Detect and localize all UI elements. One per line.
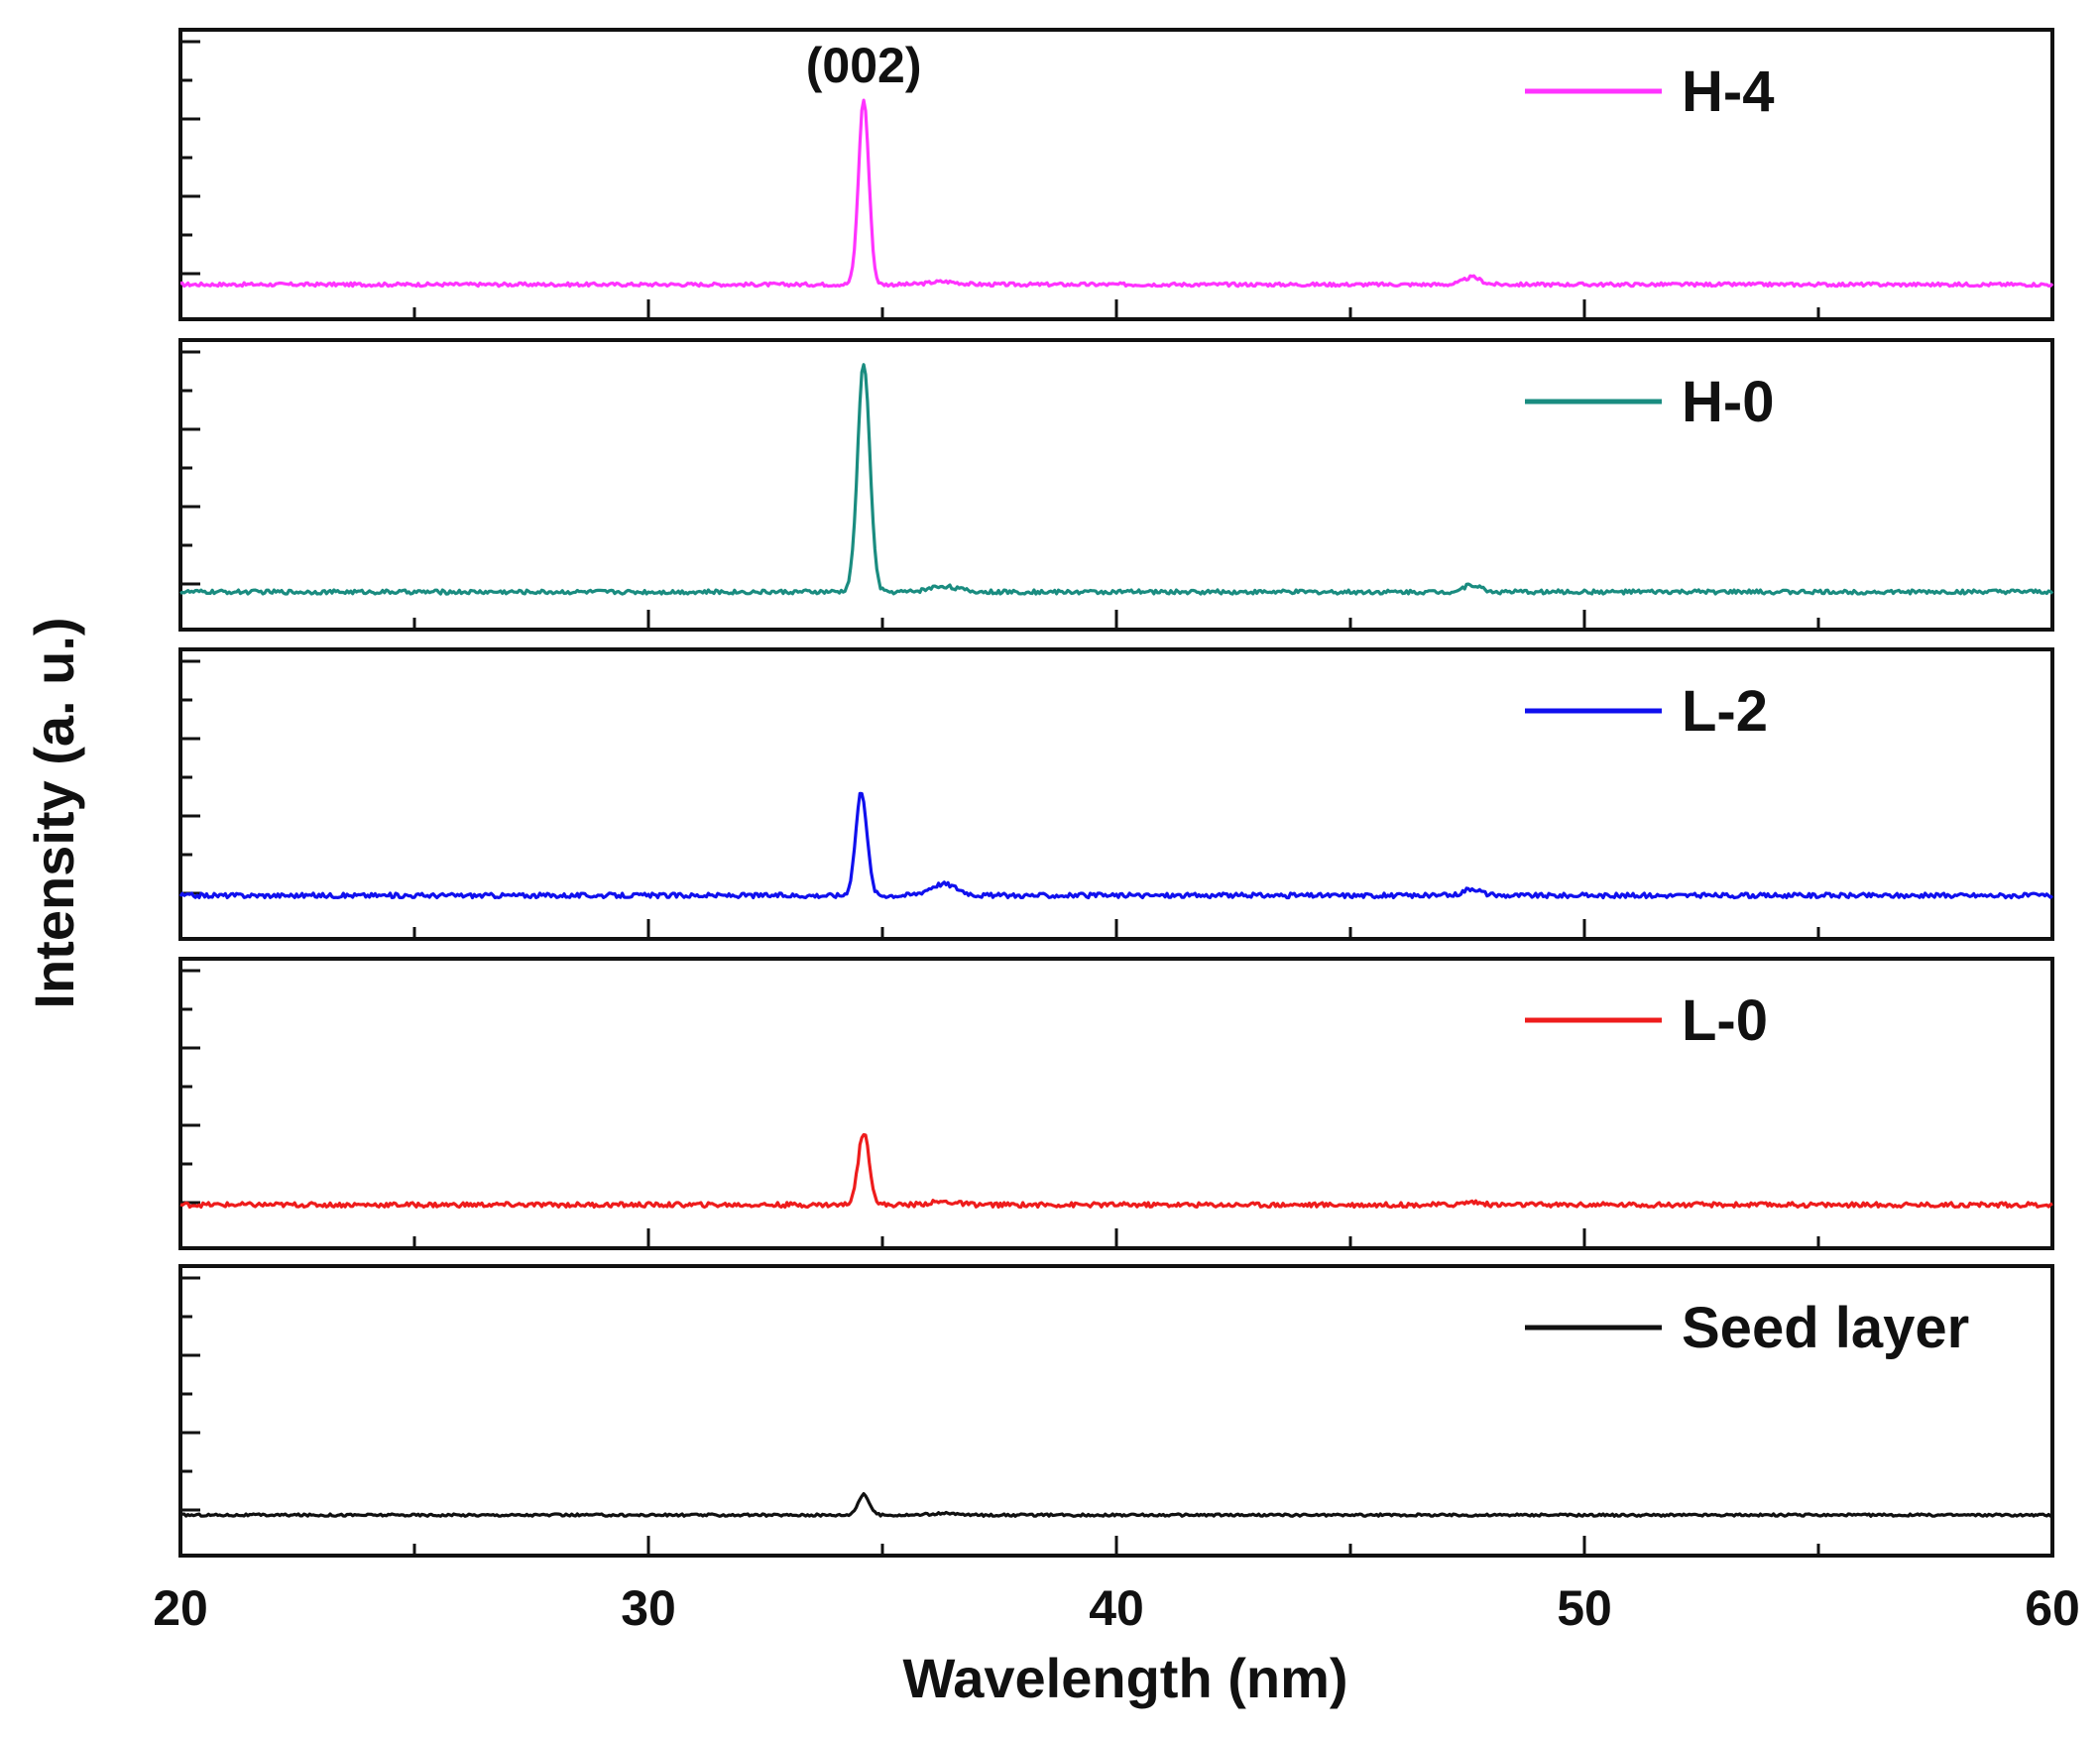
series-line-seed-layer — [179, 1492, 2053, 1518]
peak-annotation-002: (002) — [806, 38, 922, 93]
legend-label: L-2 — [1682, 679, 1768, 744]
x-tick-label: 60 — [2025, 1580, 2080, 1636]
series-line-l-0 — [179, 1132, 2053, 1210]
x-tick-label: 20 — [153, 1580, 208, 1636]
legend-label: H-0 — [1682, 370, 1774, 434]
series-line-h-0 — [179, 363, 2054, 596]
series-line-h-4 — [179, 98, 2054, 289]
panel-l-0: L-0 — [178, 957, 2054, 1250]
legend-label: H-4 — [1682, 59, 1774, 124]
y-axis-label: Intensity (a. u.) — [23, 617, 85, 1008]
panel-l-2: L-2 — [178, 647, 2054, 941]
panel-h-0: H-0 — [178, 338, 2054, 632]
x-tick-label: 50 — [1557, 1580, 1612, 1636]
x-tick-label: 30 — [621, 1580, 676, 1636]
panel-h-4: H-4 — [178, 28, 2054, 321]
series-line-l-2 — [178, 791, 2054, 900]
panel-seed-layer: Seed layer — [178, 1264, 2054, 1558]
x-tick-label: 40 — [1089, 1580, 1144, 1636]
x-axis-label: Wavelength (nm) — [902, 1647, 1347, 1709]
legend-label: Seed layer — [1682, 1296, 1969, 1360]
legend-label: L-0 — [1682, 988, 1768, 1053]
